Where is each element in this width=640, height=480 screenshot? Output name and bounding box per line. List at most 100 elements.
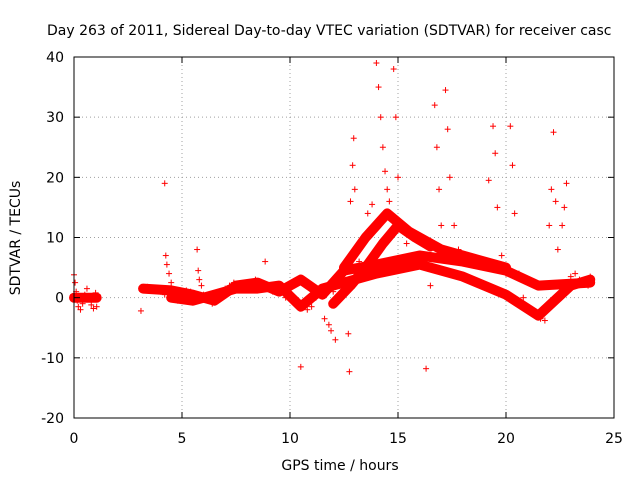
data-point bbox=[226, 282, 233, 289]
data-point bbox=[252, 276, 259, 283]
data-point bbox=[557, 291, 563, 298]
data-point bbox=[204, 297, 211, 304]
data-point bbox=[395, 174, 401, 181]
y-tick-label: 10 bbox=[46, 231, 64, 247]
data-point bbox=[444, 126, 451, 133]
data-point bbox=[287, 285, 293, 292]
data-point bbox=[369, 201, 376, 208]
y-tick-label: 30 bbox=[46, 110, 64, 126]
data-point bbox=[174, 297, 181, 304]
y-axis-label: SDTVAR / TECUs bbox=[8, 181, 24, 296]
data-point bbox=[576, 276, 583, 283]
data-point bbox=[163, 261, 170, 268]
data-point bbox=[209, 300, 216, 307]
data-point bbox=[291, 279, 298, 286]
x-tick-label: 0 bbox=[70, 431, 79, 447]
data-point bbox=[170, 288, 177, 295]
data-point bbox=[585, 282, 592, 289]
data-point bbox=[148, 285, 155, 292]
data-point bbox=[196, 276, 203, 283]
data-point bbox=[351, 186, 358, 193]
data-density-bands bbox=[69, 208, 596, 321]
data-point bbox=[528, 309, 535, 316]
x-tick-label: 10 bbox=[281, 431, 299, 447]
data-point bbox=[328, 327, 335, 334]
data-point bbox=[235, 282, 242, 289]
data-point bbox=[137, 307, 144, 314]
data-point bbox=[217, 291, 224, 298]
y-tick-label: -10 bbox=[41, 351, 64, 367]
data-point bbox=[86, 294, 93, 301]
data-point bbox=[375, 84, 382, 91]
data-point bbox=[200, 291, 207, 298]
data-point bbox=[403, 240, 410, 247]
data-point bbox=[297, 363, 304, 370]
data-point bbox=[364, 210, 371, 217]
data-point bbox=[312, 294, 319, 301]
data-point bbox=[79, 300, 86, 307]
data-point bbox=[350, 135, 357, 142]
data-point bbox=[198, 282, 205, 289]
data-point bbox=[572, 270, 579, 277]
data-point bbox=[507, 123, 514, 130]
data-point bbox=[533, 312, 540, 319]
grid bbox=[74, 57, 614, 418]
y-tick-labels: -20 -10 0 10 20 30 40 bbox=[41, 50, 64, 427]
x-tick-labels: 0 5 10 15 20 25 bbox=[70, 431, 623, 447]
data-point bbox=[74, 297, 81, 304]
data-point bbox=[179, 291, 185, 298]
data-point bbox=[282, 294, 289, 301]
x-tick-label: 15 bbox=[389, 431, 407, 447]
y-tick-label: -20 bbox=[41, 411, 64, 427]
data-point bbox=[88, 301, 95, 308]
data-point bbox=[161, 291, 168, 298]
data-point bbox=[338, 270, 345, 277]
data-point bbox=[191, 291, 198, 298]
data-point bbox=[494, 204, 501, 211]
data-point bbox=[485, 177, 492, 184]
data-point bbox=[546, 222, 553, 229]
data-point bbox=[299, 300, 306, 307]
data-point bbox=[423, 365, 430, 372]
data-point bbox=[274, 282, 281, 289]
data-point bbox=[492, 150, 499, 157]
data-point bbox=[195, 267, 202, 274]
data-point bbox=[392, 114, 399, 121]
data-point bbox=[330, 288, 337, 295]
data-point bbox=[416, 258, 423, 265]
x-tick-label: 20 bbox=[497, 431, 515, 447]
data-point bbox=[295, 276, 302, 283]
data-point bbox=[373, 60, 380, 67]
y-tick-label: 20 bbox=[46, 170, 64, 186]
data-point bbox=[157, 288, 164, 295]
data-point bbox=[431, 102, 438, 109]
y-tick-label: 40 bbox=[46, 50, 64, 66]
x-axis-label: GPS time / hours bbox=[281, 458, 398, 474]
data-point bbox=[481, 264, 488, 271]
data-point bbox=[248, 279, 255, 286]
data-point bbox=[427, 282, 434, 289]
data-point bbox=[537, 315, 544, 322]
data-point bbox=[72, 279, 79, 286]
data-point bbox=[93, 303, 100, 310]
data-density-band bbox=[166, 259, 596, 321]
data-point bbox=[524, 303, 531, 310]
data-point bbox=[554, 246, 561, 253]
data-point bbox=[382, 168, 389, 175]
data-point bbox=[325, 321, 332, 328]
data-point bbox=[92, 289, 99, 296]
data-point bbox=[243, 282, 250, 289]
data-point bbox=[384, 186, 391, 193]
data-point bbox=[308, 303, 315, 310]
data-point bbox=[515, 270, 522, 277]
data-point bbox=[511, 210, 518, 217]
data-point bbox=[144, 283, 151, 290]
data-point bbox=[455, 246, 462, 253]
data-point bbox=[390, 66, 397, 73]
data-point bbox=[166, 270, 173, 277]
data-point bbox=[332, 336, 339, 343]
data-point bbox=[239, 285, 246, 292]
data-point bbox=[587, 273, 594, 280]
data-point bbox=[317, 291, 324, 298]
